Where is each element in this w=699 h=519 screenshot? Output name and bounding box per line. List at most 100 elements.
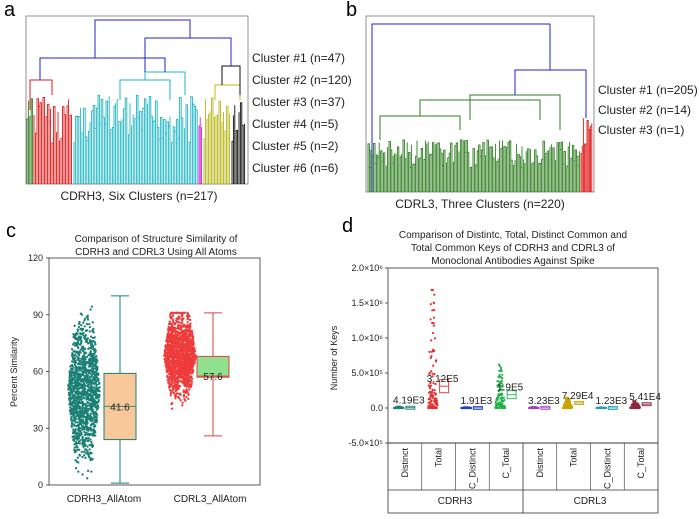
chart-c-title-line-1: Comparison of Structure Similarity of [75, 234, 238, 245]
panel-c: c Comparison of Structure Similarity of … [6, 220, 261, 505]
panel-a: a Cluster #1 (n=47) Cluster #2 (n=120) C… [4, 0, 352, 203]
chart-d-points-CDRH3-C_Distinct [460, 406, 473, 410]
chart-c-points-CDRL3_AllAtom [162, 311, 198, 410]
chart-d-xtick-CDRL3-C_Distinct: C_Distinct [602, 448, 612, 490]
link-a-9 [39, 57, 95, 80]
chart-c-xtick-cdrh3: CDRH3_AllAtom [67, 494, 141, 505]
link-a-2 [119, 79, 171, 100]
chart-c-xtick-cdrl3: CDRL3_AllAtom [174, 494, 247, 505]
chart-d-points-CDRH3-Total [427, 288, 439, 410]
cluster-b2-leaves [580, 118, 593, 192]
panel-b-caption: CDRL3, Three Clusters (n=220) [395, 197, 565, 211]
chart-c-median-label-CDRL3_AllAtom: 57.6 [203, 372, 223, 383]
chart-d-value-label-CDRL3-Total: 7.29E4 [562, 391, 594, 402]
panel-a-cluster-4: Cluster #4 (n=5) [252, 117, 338, 131]
chart-d-ylabel: Number of Keys [329, 325, 339, 390]
panel-b-cluster-3: Cluster #3 (n=1) [598, 123, 684, 137]
chart-d-points-CDRH3-Distinct [393, 405, 405, 410]
chart-c-median-label-CDRH3_AllAtom: 41.6 [110, 402, 130, 413]
panel-b: b Cluster #1 (n=205) Cluster #2 (n=14) C… [346, 0, 698, 211]
panel-a-cluster-3: Cluster #3 (n=37) [252, 95, 345, 109]
cluster-5-leaves [198, 117, 202, 184]
chart-d-value-label-CDRL3-Distinct: 3.23E3 [528, 396, 560, 407]
chart-d-points-CDRL3-Total [561, 396, 574, 410]
dendrogram-b [367, 23, 593, 192]
link-a-1 [29, 79, 53, 110]
chart-d-value-label-CDRH3-C_Total: 1.9E5 [497, 383, 524, 394]
chart-c-marks: 41.6 57.6 [67, 295, 230, 484]
link-b-2 [419, 99, 541, 120]
chart-d-xtick-CDRH3-Total: Total [434, 448, 444, 467]
chart-d-value-label-CDRH3-C_Distinct: 1.91E3 [461, 396, 493, 407]
chart-c-ytick-label: 0 [38, 480, 43, 490]
panel-d-label: d [342, 215, 353, 237]
chart-d-value-label-CDRL3-C_Total: 5.41E4 [629, 392, 661, 403]
chart-d-points-CDRL3-C_Distinct [595, 406, 608, 410]
chart-c-yticks: 0 30 60 90 120 [28, 253, 49, 490]
chart-c-ytick-label: 90 [33, 310, 43, 320]
chart-d-value-label-CDRH3-Distinct: 4.19E3 [393, 396, 425, 407]
dendrogram-a [26, 19, 246, 184]
link-b-5 [371, 23, 551, 192]
cluster-3-leaves [203, 97, 230, 184]
chart-d-group-cdrh3: CDRH3 [438, 496, 473, 507]
panel-a-caption: CDRH3, Six Clusters (n=217) [60, 189, 217, 203]
link-a-8 [94, 19, 191, 58]
panel-c-label: c [6, 220, 16, 242]
panel-a-frame [25, 15, 249, 185]
panel-b-cluster-1: Cluster #1 (n=205) [598, 83, 698, 97]
chart-c-box-CDRL3_AllAtom [196, 355, 230, 378]
chart-d-xtick-CDRL3-Total: Total [569, 448, 579, 467]
link-a-4 [214, 84, 241, 100]
panel-a-cluster-1: Cluster #1 (n=47) [252, 51, 345, 65]
chart-d-ytick-label: 2.0×10⁶ [352, 263, 384, 273]
chart-d-ytick-label: 0.0 [370, 403, 383, 413]
chart-d-points-CDRH3-C_Total [494, 363, 507, 410]
link-b-4 [514, 69, 587, 118]
panel-a-label: a [4, 0, 16, 21]
chart-d-xtick-CDRH3-C_Total: C_Total [501, 448, 511, 479]
panel-b-label: b [346, 0, 357, 21]
chart-d-category-table: CDRH3 CDRL3 Distinct Total C_Distinct C_Tot… [387, 442, 659, 514]
chart-c-ytick-label: 60 [33, 367, 43, 377]
chart-d-title-line-3: Monoclonal Antibodies Against Spike [431, 256, 595, 267]
chart-d-title-line-1: Comparison of Distintc, Total, Distinct … [399, 230, 627, 241]
chart-d-xtick-CDRL3-C_Total: C_Total [636, 448, 646, 479]
cluster-1-leaves [33, 97, 72, 184]
chart-c-ytick-label: 30 [33, 423, 43, 433]
cluster-b1-leaves [367, 139, 580, 192]
chart-d-title-line-2: Total Common Keys of CDRH3 and CDRL3 of [411, 243, 615, 254]
chart-c-ylabel: Percent Similarity [9, 336, 19, 407]
chart-d-points-CDRL3-Distinct [528, 405, 540, 410]
chart-d-value-label-CDRH3-Total: 3.12E5 [427, 374, 459, 385]
chart-d-group-cdrl3: CDRL3 [574, 496, 607, 507]
chart-d-xtick-CDRH3-C_Distinct: C_Distinct [467, 448, 477, 490]
chart-d-plot-area [387, 267, 659, 444]
panel-d: d Comparison of Distintc, Total, Distinc… [329, 215, 661, 514]
link-a-3 [144, 71, 186, 95]
chart-d-ytick-label: 1.5×10⁶ [352, 298, 384, 308]
chart-c-ytick-label: 120 [28, 253, 43, 263]
panel-a-cluster-2: Cluster #2 (n=120) [252, 73, 352, 87]
chart-d-ytick-label: -5.0×10⁵ [348, 438, 383, 448]
chart-d-points-CDRL3-C_Total [629, 399, 642, 410]
panel-a-cluster-5: Cluster #5 (n=2) [252, 139, 338, 153]
link-a-7 [144, 37, 232, 72]
link-a-6 [39, 57, 166, 80]
cluster-6-leaves [26, 98, 34, 184]
chart-d-xtick-CDRH3-Distinct: Distinct [400, 448, 410, 478]
chart-d-value-label-CDRL3-C_Distinct: 1.23E3 [596, 396, 628, 407]
chart-c-title-line-2: CDRH3 and CDRL3 Using All Atoms [75, 247, 237, 258]
chart-d-xtick-CDRL3-Distinct: Distinct [535, 448, 545, 478]
panel-b-cluster-2: Cluster #2 (n=14) [598, 103, 691, 117]
chart-d-ytick-label: 1.0×10⁶ [352, 333, 384, 343]
chart-d-ytick-label: 5.0×10⁵ [351, 368, 383, 378]
link-b-1 [379, 115, 461, 140]
link-a-5 [221, 65, 241, 95]
panel-a-cluster-6: Cluster #6 (n=6) [252, 161, 338, 175]
chart-c-points-CDRH3_AllAtom [67, 305, 101, 480]
cluster-2-leaves [73, 94, 198, 184]
chart-d-yticks: -5.0×10⁵ 0.0 5.0×10⁵ 1.0×10⁶ 1.5×10⁶ 2.0×10⁶ [348, 263, 388, 448]
